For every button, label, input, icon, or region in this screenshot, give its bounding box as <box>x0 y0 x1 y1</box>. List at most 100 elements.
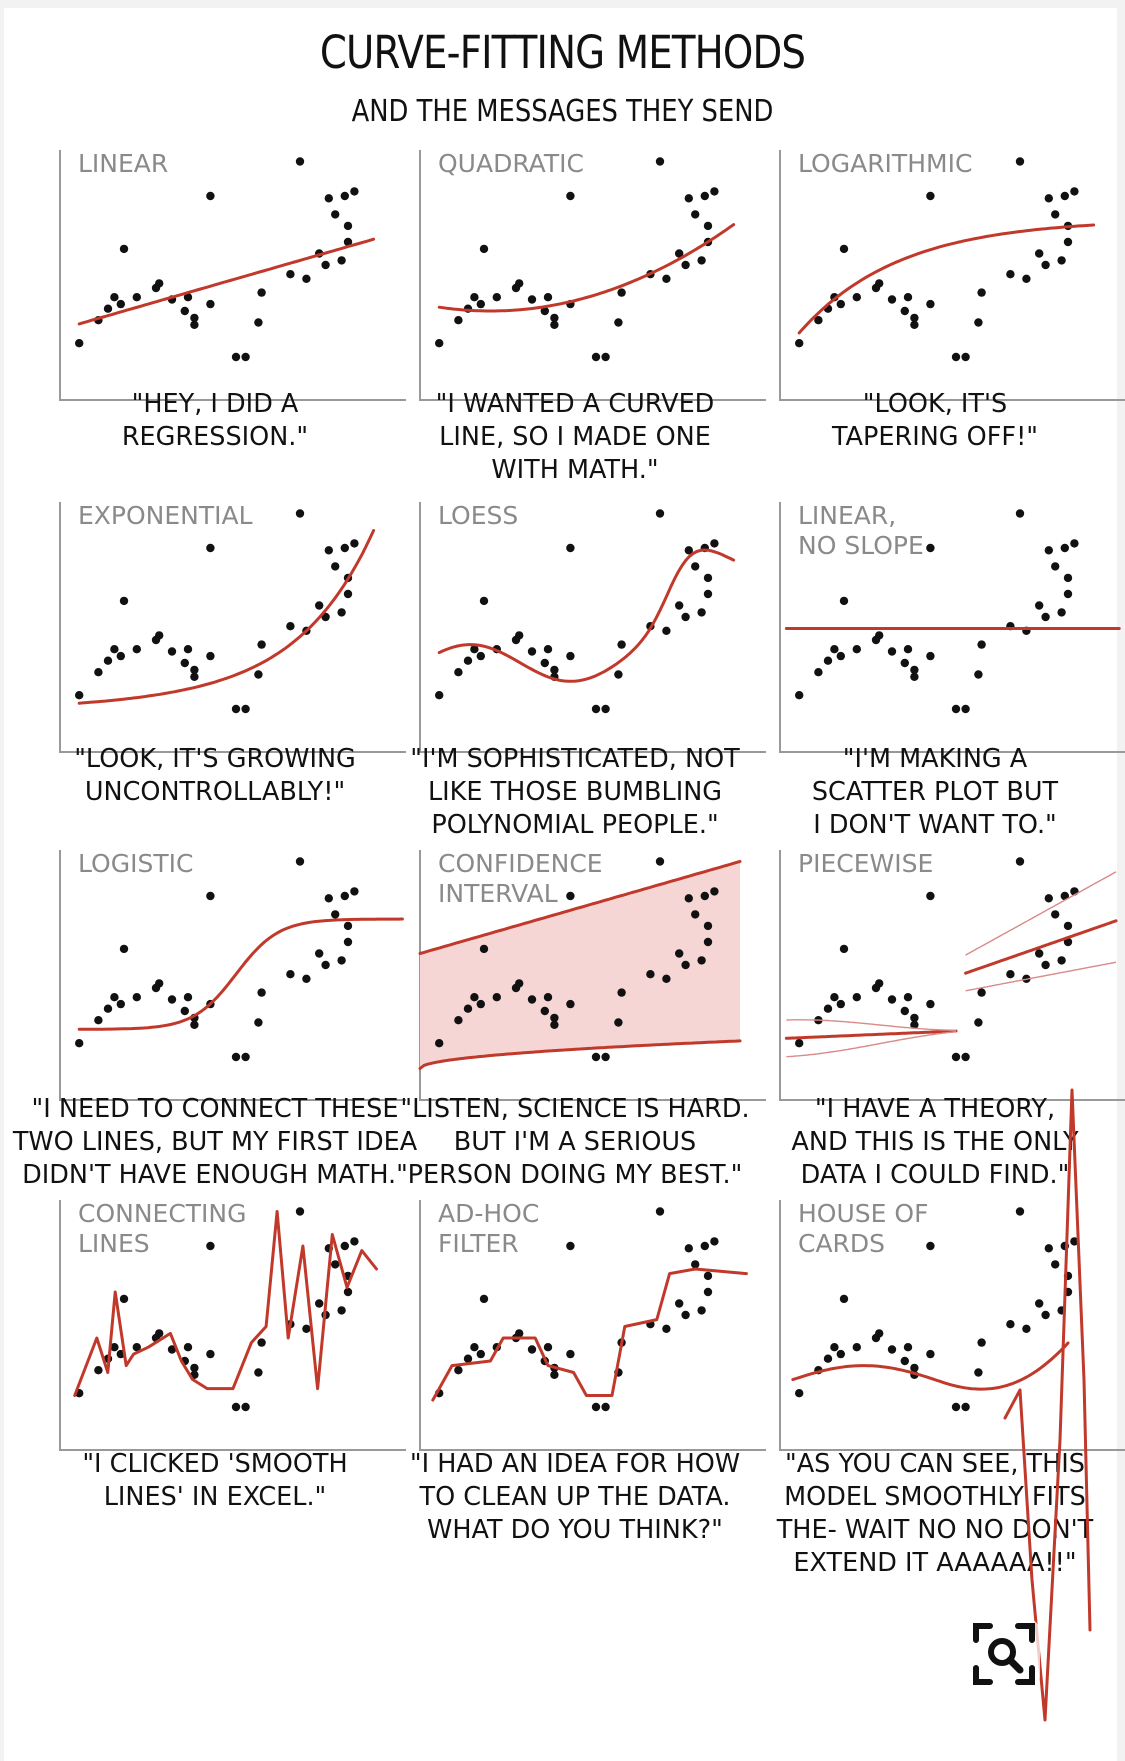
data-point <box>1022 1324 1031 1334</box>
data-point <box>116 299 126 309</box>
data-point <box>795 339 804 348</box>
data-point <box>1060 891 1070 901</box>
data-point <box>977 640 986 649</box>
data-point <box>324 194 333 203</box>
data-point <box>302 1324 311 1334</box>
panel-caption: DATA I COULD FIND." <box>801 1160 1070 1190</box>
data-point <box>646 970 655 979</box>
data-point <box>527 295 537 304</box>
data-point <box>463 1354 473 1363</box>
data-point <box>257 1338 266 1347</box>
data-point <box>286 270 295 279</box>
segment-left-lower <box>786 1031 957 1058</box>
data-point <box>601 1402 610 1412</box>
data-point <box>295 157 305 166</box>
data-point <box>1022 274 1031 283</box>
comic-subtitle: AND THE MESSAGES THEY SEND <box>351 94 774 129</box>
data-point <box>852 993 861 1002</box>
data-point <box>830 645 839 654</box>
data-point <box>655 509 665 518</box>
data-point <box>903 645 913 654</box>
data-point <box>479 944 489 954</box>
data-point <box>684 894 693 903</box>
data-point <box>206 891 215 901</box>
data-point <box>926 543 935 553</box>
data-point <box>206 651 215 661</box>
data-point <box>454 1016 463 1025</box>
panel-caption: I DON'T WANT TO." <box>813 810 1057 840</box>
data-point <box>350 539 359 548</box>
data-point <box>550 1370 559 1380</box>
panel-title: QUADRATIC <box>438 149 584 178</box>
data-point <box>691 1260 700 1269</box>
data-point <box>823 1004 833 1013</box>
data-point <box>903 993 913 1002</box>
data-point <box>119 1294 129 1304</box>
panel-caption: EXTEND IT AAAAAA!!" <box>793 1548 1076 1578</box>
data-point <box>662 274 671 283</box>
data-point <box>324 894 333 903</box>
data-point <box>231 1052 241 1062</box>
panel-axes <box>59 850 406 1101</box>
panel-caption: "I'M MAKING A <box>843 744 1028 774</box>
data-point <box>1035 1299 1044 1308</box>
data-point <box>454 668 463 677</box>
data-point <box>110 1343 119 1352</box>
data-point <box>566 543 575 553</box>
data-point <box>206 191 215 201</box>
data-point <box>871 635 881 645</box>
data-point <box>286 970 295 979</box>
data-point <box>511 983 521 993</box>
data-point <box>103 1004 113 1013</box>
data-point <box>910 320 919 329</box>
data-point <box>675 249 684 258</box>
data-point <box>961 1402 970 1412</box>
panel-caption: UNCONTROLLABLY!" <box>85 777 345 807</box>
panel-axes <box>779 850 1125 1101</box>
panel-caption: TAPERING OFF!" <box>831 422 1038 452</box>
panel-title: LINEAR <box>78 149 168 178</box>
fit-curve <box>437 548 736 683</box>
data-point <box>614 670 623 679</box>
data-point <box>703 221 713 231</box>
data-point <box>1070 187 1079 196</box>
panel-axes <box>779 1200 1125 1451</box>
panel-axes <box>419 850 766 1101</box>
data-point <box>836 299 845 309</box>
data-point <box>1041 960 1050 970</box>
data-point <box>1051 562 1060 571</box>
data-point <box>116 651 126 661</box>
data-point <box>591 352 601 362</box>
data-point <box>887 995 897 1004</box>
data-point <box>479 244 489 254</box>
data-point <box>951 1052 961 1062</box>
data-point <box>343 1287 353 1297</box>
panel-piecewise: PIECEWISE "I HAVE A THEORY,AND THIS IS TH… <box>779 849 1125 1190</box>
data-point <box>566 1241 575 1251</box>
data-point <box>331 1260 340 1269</box>
data-point <box>974 670 983 679</box>
data-point <box>700 891 709 901</box>
data-point <box>337 608 346 617</box>
data-point <box>254 670 263 679</box>
data-point <box>1015 857 1025 866</box>
data-point <box>614 1018 623 1027</box>
magnify-icon[interactable] <box>968 1618 1040 1690</box>
data-point <box>887 647 897 656</box>
data-point <box>1051 910 1060 919</box>
fit-curve <box>437 223 736 313</box>
data-point <box>703 1287 713 1297</box>
data-point <box>132 645 141 654</box>
data-point <box>910 665 919 675</box>
data-point <box>1006 970 1015 979</box>
data-point <box>550 313 559 323</box>
data-point <box>662 974 671 983</box>
data-point <box>257 288 266 297</box>
data-point <box>254 1368 263 1377</box>
data-point <box>662 1324 671 1334</box>
panel-caption: "I CLICKED 'SMOOTH <box>82 1449 347 1479</box>
data-point <box>241 1052 250 1062</box>
